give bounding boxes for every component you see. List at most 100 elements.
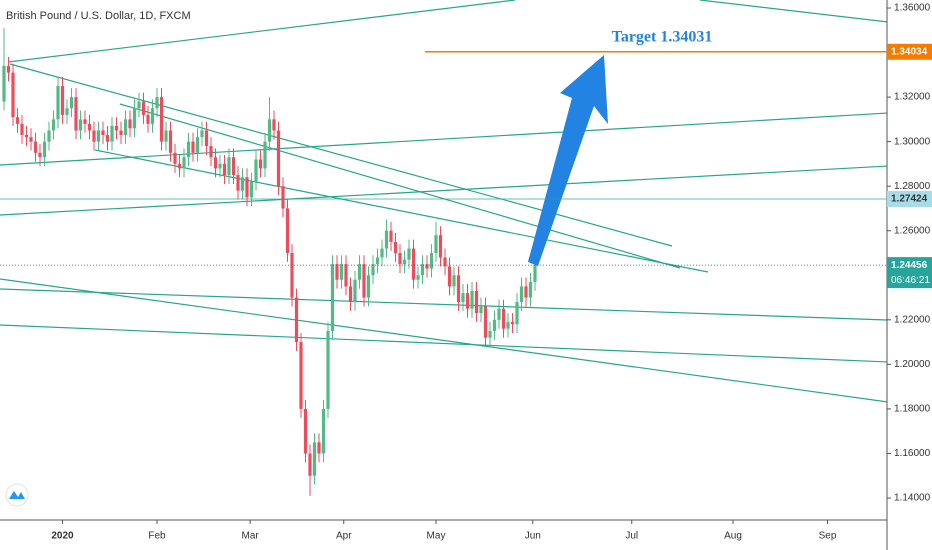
candle-body [375,257,380,265]
trendlines [0,0,887,403]
candle-body [263,141,267,169]
candle-body [308,453,312,476]
candle-body [141,101,146,115]
candle-body [78,119,83,131]
candle-body [137,101,141,109]
candle-body [425,264,429,269]
y-tick-label: 1.26000 [894,225,931,236]
candle-body [344,264,348,287]
x-tick-label: Mar [242,531,260,542]
candle-body [240,177,245,191]
candle-body [452,275,456,287]
candle-body [353,279,357,302]
candle-body [218,163,222,169]
candle-body [51,119,56,131]
candle-body [15,117,20,124]
logo [5,483,29,507]
candle-body [173,152,177,164]
trendline [0,324,887,363]
y-tick-label: 1.22000 [894,314,931,325]
candle-body [105,134,110,142]
candle-body [87,123,92,131]
y-tick-label: 1.28000 [894,181,931,192]
candle-body [483,306,488,338]
candle-body [456,275,461,302]
candle-body [128,119,132,129]
candle-body [276,130,281,187]
candle-body [434,235,438,253]
candle-body [245,177,249,198]
candle-body [20,123,24,135]
candle-body [479,306,483,314]
candle-body [416,275,420,280]
candle-body [182,157,186,169]
candle-body [384,230,389,249]
candle-body [110,126,114,142]
price-label-box [887,43,932,60]
candle-body [317,442,321,454]
candle-body [402,259,407,265]
candle-body [227,157,231,176]
y-tick-label: 1.20000 [894,359,931,370]
candle-body [213,157,218,169]
candle-body [92,130,96,142]
candle-body [24,134,29,138]
candle-body [443,257,447,267]
price-label: 1.27424 [891,194,928,205]
candle-body [533,265,537,282]
candle-body [506,322,510,329]
x-tick-label: May [427,531,446,542]
candle-body [146,114,150,124]
candle-body [56,85,60,120]
candle-body [393,241,398,253]
candle-body [357,264,362,280]
candle-body [290,253,294,298]
candle-body [191,141,195,153]
candle-body [204,130,209,147]
candle-body [33,141,38,153]
trendline [0,278,887,403]
candle-body [164,130,168,142]
candle-body [438,235,443,258]
candle-body [195,137,200,153]
trendline [0,288,887,321]
candle-body [420,264,425,276]
target-annotation: Target 1.34031 [612,29,713,46]
candle-body [119,130,123,135]
candle-body [74,97,78,131]
last-price-label: 1.24456 [891,260,928,271]
price-label-box [887,191,932,208]
candle-body [69,97,74,109]
trendline [699,0,887,23]
candle-body [11,72,15,118]
candle-body [501,308,506,329]
countdown-label: 06:46:21 [891,275,930,286]
candle-body [200,130,204,138]
candle-body [326,330,330,409]
trendline [0,165,887,216]
candle-body [231,157,236,176]
candle-body [411,248,416,280]
last-price-box [887,257,932,289]
y-tick-label: 1.32000 [894,92,931,103]
candle-body [168,130,173,153]
candle-body [150,108,155,124]
candle-body [321,408,326,454]
y-tick-label: 1.18000 [894,404,931,415]
candle-body [6,65,11,73]
candle-body [389,230,393,242]
trendline [0,112,887,166]
y-tick-label: 1.30000 [894,136,931,147]
candle-body [348,286,353,302]
candle-body [29,137,33,142]
target-arrow [528,55,608,266]
candle-body [330,264,335,331]
candle-body [303,408,308,454]
candle-body [371,264,375,276]
candle-body [312,442,317,476]
trendline [94,149,709,273]
candle-body [474,290,479,314]
y-tick-label: 1.16000 [894,448,931,459]
candle-body [101,130,105,135]
